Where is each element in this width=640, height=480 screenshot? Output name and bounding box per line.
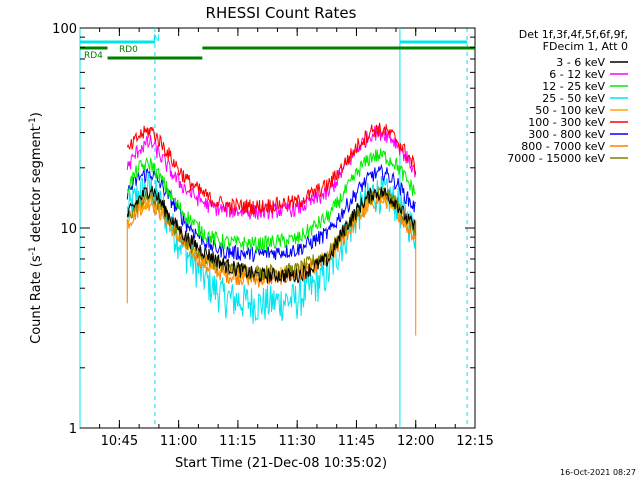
x-axis-ticks: 10:45 11:00 11:15 11:30 11:45 12:00 12:15	[99, 28, 494, 449]
vertical-markers	[79, 28, 468, 428]
y-axis-label-exp2: -1	[28, 117, 38, 126]
plot-area: N RD0 RD4 10:45 11:00 11:15 11:30 11:45 12:00 12…	[52, 22, 494, 449]
y-tick-label: 100	[52, 22, 77, 37]
series-line-25-50-kev	[126, 172, 417, 324]
x-axis-label: Start Time (21-Dec-08 10:35:02)	[175, 456, 387, 471]
series-line-6-12-kev	[126, 125, 417, 220]
legend-label: 7000 - 15000 keV	[507, 152, 605, 165]
series-line-300-800-kev	[126, 163, 416, 263]
legend-label: 12 - 25 keV	[542, 80, 605, 93]
flag-label-rd0: RD0	[119, 45, 138, 55]
x-tick-label: 12:00	[397, 434, 434, 449]
legend-label: 6 - 12 keV	[549, 68, 605, 81]
y-axis-label-part1: Count Rate (s	[29, 255, 44, 344]
x-tick-label: 11:00	[160, 434, 197, 449]
legend-label: 800 - 7000 keV	[521, 140, 605, 153]
legend-label: 300 - 800 keV	[528, 128, 605, 141]
x-tick-label: 11:30	[278, 434, 315, 449]
legend-header: Det 1f,3f,4f,5f,6f,9f,	[519, 28, 628, 41]
legend: Det 1f,3f,4f,5f,6f,9f,FDecim 1, Att 0 3 -…	[507, 28, 628, 165]
series-line-100-300-kev	[126, 122, 417, 216]
series-line-3-6-kev	[126, 185, 417, 284]
series-line-50-100-kev	[126, 190, 417, 284]
series-line-12-25-kev	[126, 148, 417, 253]
flag-label-n: N	[153, 34, 160, 44]
flag-label-rd4: RD4	[84, 51, 103, 61]
x-tick-label: 12:15	[456, 434, 493, 449]
legend-label: 50 - 100 keV	[535, 104, 605, 117]
y-axis-label-part2: detector segment	[29, 126, 44, 246]
flag-bars: N RD0 RD4	[80, 34, 475, 61]
legend-label: 25 - 50 keV	[542, 92, 605, 105]
x-tick-label: 11:45	[338, 434, 375, 449]
y-tick-label: 10	[60, 222, 77, 237]
y-tick-label: 1	[69, 422, 77, 437]
series-lines	[126, 122, 417, 336]
y-axis-label-exp1: -1	[28, 246, 38, 255]
chart-title: RHESSI Count Rates	[206, 4, 357, 22]
y-axis-label-part3: )	[29, 112, 44, 117]
x-tick-label: 11:15	[219, 434, 256, 449]
y-axis-ticks: 1 10 100	[52, 22, 475, 437]
series-line-7000-15000-kev	[126, 186, 417, 281]
legend-header: FDecim 1, Att 0	[543, 40, 628, 53]
legend-label: 100 - 300 keV	[528, 116, 605, 129]
legend-label: 3 - 6 keV	[556, 56, 605, 69]
footer-timestamp: 16-Oct-2021 08:27	[560, 468, 636, 477]
y-axis-label: Count Rate (s-1 detector segment-1)	[28, 112, 44, 344]
x-tick-label: 10:45	[101, 434, 138, 449]
